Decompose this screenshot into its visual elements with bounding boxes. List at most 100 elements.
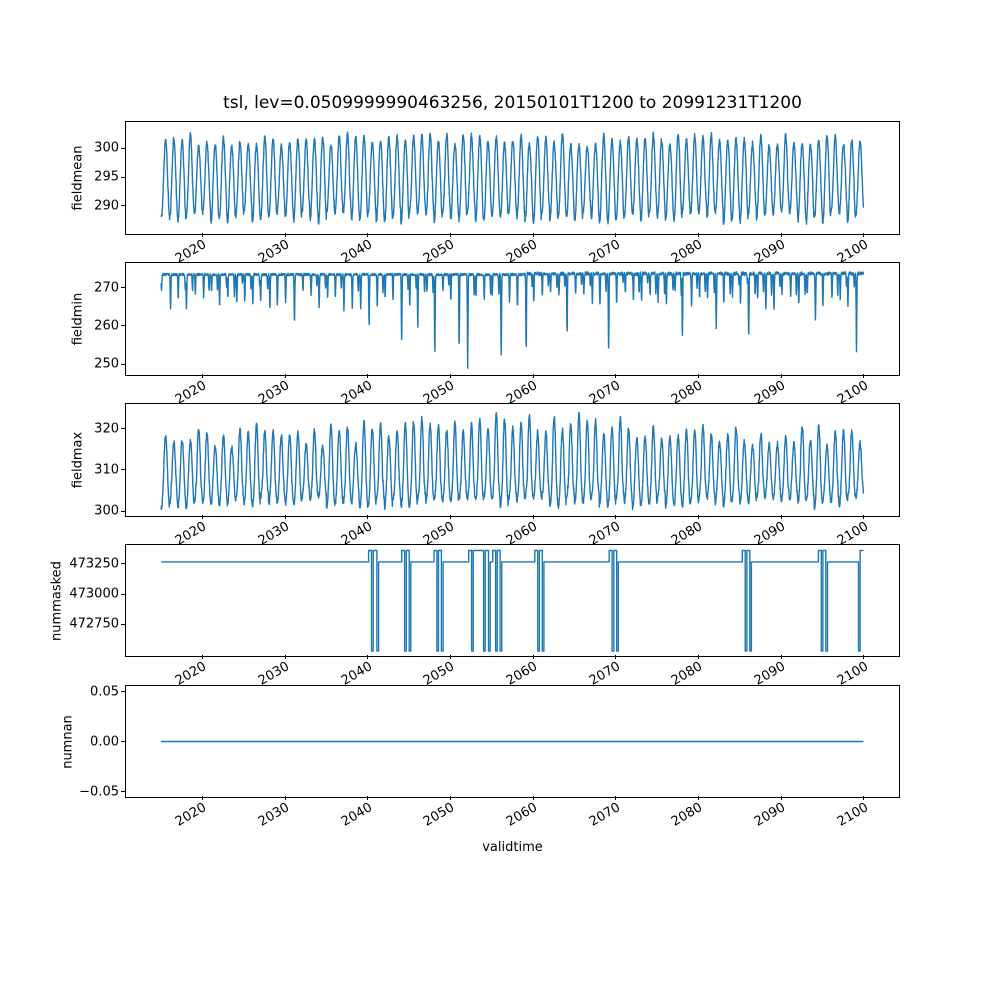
y-tick-mark bbox=[121, 791, 125, 792]
x-tick-mark bbox=[449, 515, 451, 519]
x-tick-mark bbox=[449, 655, 451, 659]
series-line-fieldmax bbox=[160, 411, 865, 511]
plot-area-fieldmean bbox=[160, 131, 865, 226]
x-tick-mark bbox=[201, 655, 203, 659]
x-tick-mark bbox=[284, 233, 286, 237]
x-tick-label: 2090 bbox=[752, 800, 789, 830]
x-tick-label: 2080 bbox=[669, 800, 706, 830]
y-tick-mark bbox=[121, 469, 125, 471]
series-line-nummasked bbox=[161, 549, 864, 652]
y-tick-label: 290 bbox=[94, 198, 119, 214]
x-tick-mark bbox=[201, 233, 203, 237]
x-tick-mark bbox=[615, 796, 617, 800]
y-tick-mark bbox=[121, 428, 125, 430]
plot-area-fieldmax bbox=[160, 411, 865, 511]
x-tick-mark bbox=[367, 515, 369, 519]
x-tick-mark bbox=[532, 655, 534, 659]
x-tick-mark bbox=[201, 515, 203, 519]
x-tick-label: 2050 bbox=[421, 800, 458, 830]
subplot-fieldmax: 300 310 320 2020 2030 2040 2050 2060 2070 2080 209… bbox=[71, 403, 900, 549]
subplot-numnan: −0.05 0.00 0.05 2020 2030 2040 2050 2060 2070 208… bbox=[61, 685, 900, 830]
y-tick-mark bbox=[121, 176, 125, 178]
x-tick-mark bbox=[532, 796, 534, 800]
series-line-fieldmin bbox=[160, 270, 865, 369]
plot-area-fieldmin bbox=[160, 270, 865, 369]
x-tick-mark bbox=[780, 655, 782, 659]
y-axis-label-fieldmean: fieldmean bbox=[70, 145, 86, 211]
y-tick-mark bbox=[121, 287, 125, 289]
subplot-fieldmin: 250 260 270 2020 2030 2040 2050 2060 2070 2080 209… bbox=[71, 262, 900, 408]
x-tick-label: 2020 bbox=[173, 800, 210, 830]
y-axis-label-fieldmax: fieldmax bbox=[70, 431, 86, 489]
x-tick-mark bbox=[532, 515, 534, 519]
x-tick-mark bbox=[780, 515, 782, 519]
x-axis-label: validtime bbox=[482, 840, 543, 855]
y-tick-label: −0.05 bbox=[79, 784, 119, 799]
x-tick-mark bbox=[367, 374, 369, 378]
x-tick-mark bbox=[284, 374, 286, 378]
y-tick-mark bbox=[121, 563, 125, 565]
x-tick-mark bbox=[367, 796, 369, 800]
x-tick-label: 2040 bbox=[338, 800, 375, 830]
x-tick-mark bbox=[863, 374, 865, 378]
x-tick-mark bbox=[780, 796, 782, 800]
y-tick-label: 300 bbox=[94, 140, 119, 156]
y-axis-label-fieldmin: fieldmin bbox=[70, 292, 86, 346]
x-tick-mark bbox=[698, 233, 700, 237]
y-tick-mark bbox=[121, 623, 125, 625]
y-tick-label: 270 bbox=[94, 280, 119, 296]
x-tick-mark bbox=[863, 515, 865, 519]
y-tick-mark bbox=[121, 691, 125, 692]
y-tick-label: 472750 bbox=[69, 616, 119, 632]
subplot-nummasked: 472750 473000 473250 2020 2030 2040 2050 2060 20… bbox=[50, 544, 900, 689]
y-axis-label-numnan: numnan bbox=[60, 714, 76, 769]
x-tick-mark bbox=[615, 233, 617, 237]
x-tick-mark bbox=[863, 655, 865, 659]
x-tick-mark bbox=[615, 655, 617, 659]
x-tick-mark bbox=[698, 515, 700, 519]
x-tick-mark bbox=[698, 796, 700, 800]
series-line-fieldmean bbox=[160, 131, 865, 226]
y-tick-label: 473250 bbox=[69, 556, 119, 572]
y-tick-label: 300 bbox=[94, 503, 119, 519]
y-tick-mark bbox=[121, 741, 125, 742]
x-tick-label: 2060 bbox=[503, 800, 541, 830]
x-tick-mark bbox=[863, 233, 865, 237]
y-axis-label-nummasked: nummasked bbox=[49, 560, 65, 641]
x-tick-mark bbox=[698, 374, 700, 378]
x-tick-mark bbox=[449, 796, 451, 800]
plot-area-numnan bbox=[161, 740, 864, 743]
y-tick-label: 320 bbox=[94, 421, 119, 437]
x-tick-mark bbox=[863, 796, 865, 800]
x-tick-mark bbox=[367, 233, 369, 237]
y-tick-label: 0.00 bbox=[90, 734, 119, 749]
x-tick-mark bbox=[615, 374, 617, 378]
x-tick-mark bbox=[698, 655, 700, 659]
subplot-fieldmean: 290 295 300 2020 2030 2040 2050 2060 2070 2080 209… bbox=[71, 121, 900, 267]
y-tick-label: 0.05 bbox=[90, 684, 119, 699]
x-tick-mark bbox=[284, 796, 286, 800]
x-tick-mark bbox=[449, 233, 451, 237]
x-tick-mark bbox=[532, 374, 534, 378]
x-tick-mark bbox=[615, 515, 617, 519]
x-tick-mark bbox=[449, 374, 451, 378]
y-tick-mark bbox=[121, 147, 125, 149]
y-tick-mark bbox=[121, 593, 125, 595]
y-tick-mark bbox=[121, 363, 125, 365]
x-tick-mark bbox=[367, 655, 369, 659]
y-tick-mark bbox=[121, 205, 125, 207]
y-tick-label: 295 bbox=[94, 169, 119, 185]
y-tick-label: 260 bbox=[94, 318, 119, 334]
x-tick-mark bbox=[284, 515, 286, 519]
x-tick-mark bbox=[201, 796, 203, 800]
y-tick-label: 250 bbox=[94, 356, 119, 372]
y-tick-mark bbox=[121, 325, 125, 327]
chart-title: tsl, lev=0.0509999990463256, 20150101T12… bbox=[223, 93, 802, 113]
y-tick-label: 473000 bbox=[69, 586, 119, 602]
y-tick-label: 310 bbox=[94, 462, 119, 478]
plot-area-nummasked bbox=[161, 549, 864, 652]
x-tick-mark bbox=[284, 655, 286, 659]
x-tick-label: 2030 bbox=[255, 800, 293, 830]
x-tick-label: 2100 bbox=[834, 800, 871, 830]
